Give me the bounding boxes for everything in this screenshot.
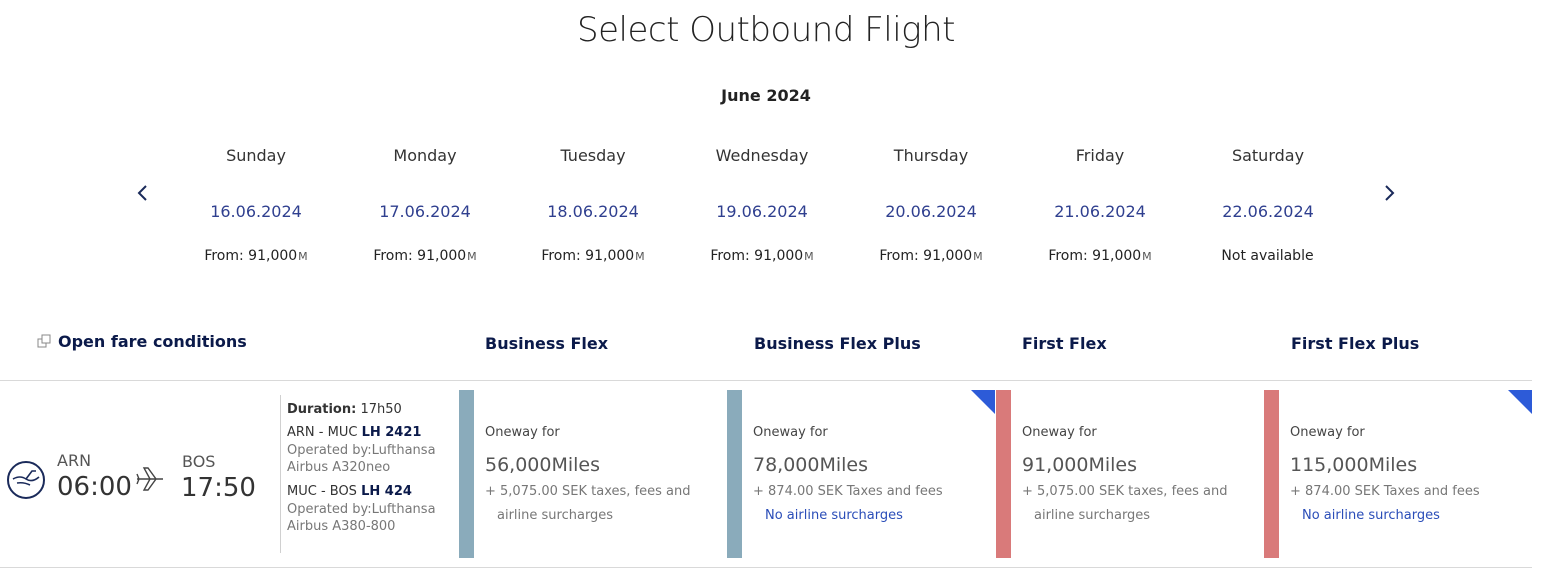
day-date: 17.06.2024	[379, 202, 471, 221]
fare-label: Oneway for	[753, 425, 828, 440]
fare-tax: + 5,075.00 SEK taxes, fees and	[1022, 484, 1228, 499]
fare-label: Oneway for	[1022, 425, 1097, 440]
day-date: 16.06.2024	[210, 202, 302, 221]
lufthansa-crane-logo	[7, 461, 45, 499]
day-name: Sunday	[226, 146, 286, 165]
open-fare-conditions-link[interactable]: Open fare conditions	[37, 332, 247, 351]
day-date: 21.06.2024	[1054, 202, 1146, 221]
fare-color-bar	[1264, 390, 1279, 558]
miles-symbol: M	[298, 250, 308, 263]
fare-option-first-flex-plus[interactable]: Oneway for 115,000Miles + 874.00 SEK Tax…	[1264, 390, 1532, 558]
day-price: From: 91,000M	[204, 248, 308, 264]
day-price: From: 91,000M	[710, 248, 814, 264]
day-price: From: 91,000M	[879, 248, 983, 264]
no-surcharges-link[interactable]: No airline surcharges	[1302, 508, 1440, 523]
open-fare-conditions-label: Open fare conditions	[58, 332, 247, 351]
miles-symbol: M	[635, 250, 645, 263]
fare-color-bar	[727, 390, 742, 558]
day-name: Monday	[393, 146, 457, 165]
day-name: Friday	[1075, 146, 1125, 165]
day-name: Saturday	[1231, 146, 1305, 165]
no-surcharges-link[interactable]: No airline surcharges	[765, 508, 903, 523]
day-saturday[interactable]: Saturday 22.06.2024 Not available	[1184, 144, 1352, 266]
fare-color-bar	[459, 390, 474, 558]
fare-miles: 78,000Miles	[753, 454, 869, 476]
fare-header-business-flex: Business Flex	[485, 334, 609, 353]
fare-surcharge: airline surcharges	[497, 508, 614, 523]
day-name: Thursday	[893, 146, 969, 165]
day-name: Tuesday	[560, 146, 626, 165]
leg-operator: Operated by:Lufthansa Airbus A380-800	[287, 502, 436, 534]
day-date: 18.06.2024	[547, 202, 639, 221]
corner-flag	[971, 390, 995, 414]
departure-time: 06:00	[57, 472, 132, 502]
month-label: June 2024	[721, 86, 811, 105]
chevron-right-icon	[1385, 185, 1395, 201]
fare-tax: + 874.00 SEK Taxes and fees	[1290, 484, 1480, 499]
fare-tax: + 5,075.00 SEK taxes, fees and	[485, 484, 691, 499]
day-price: From: 91,000M	[541, 248, 645, 264]
leg-operator: Operated by:Lufthansa Airbus A320neo	[287, 443, 436, 475]
fare-label: Oneway for	[1290, 425, 1365, 440]
miles-symbol: M	[804, 250, 814, 263]
fare-tax: + 874.00 SEK Taxes and fees	[753, 484, 943, 499]
origin-airport-code: ARN	[57, 451, 92, 470]
fare-color-bar	[996, 390, 1011, 558]
corner-flag	[1508, 390, 1532, 414]
day-sunday[interactable]: Sunday 16.06.2024 From: 91,000M	[172, 144, 340, 266]
day-thursday[interactable]: Thursday 20.06.2024 From: 91,000M	[847, 144, 1015, 266]
chevron-left-icon	[137, 185, 147, 201]
arrival-time: 17:50	[181, 473, 256, 503]
prev-week-button[interactable]	[131, 180, 155, 206]
fare-option-first-flex[interactable]: Oneway for 91,000Miles + 5,075.00 SEK ta…	[996, 390, 1264, 558]
day-monday[interactable]: Monday 17.06.2024 From: 91,000M	[341, 144, 509, 266]
destination-airport-code: BOS	[182, 452, 216, 471]
fare-miles: 56,000Miles	[485, 454, 601, 476]
fare-miles: 115,000Miles	[1290, 454, 1418, 476]
day-name: Wednesday	[715, 146, 809, 165]
fare-header-business-flex-plus: Business Flex Plus	[754, 334, 921, 353]
day-date: 19.06.2024	[716, 202, 808, 221]
divider	[0, 567, 1532, 568]
miles-symbol: M	[973, 250, 983, 263]
day-friday[interactable]: Friday 21.06.2024 From: 91,000M	[1016, 144, 1184, 266]
fare-label: Oneway for	[485, 425, 560, 440]
day-price: Not available	[1221, 248, 1314, 264]
flight-number: LH 2421	[361, 425, 422, 440]
next-week-button[interactable]	[1377, 180, 1401, 206]
fare-surcharge: airline surcharges	[1034, 508, 1151, 523]
day-date: 22.06.2024	[1222, 202, 1314, 221]
day-date: 20.06.2024	[885, 202, 977, 221]
flight-details: Duration: 17h50 ARN - MUC LH 2421 Operat…	[280, 395, 452, 553]
page-title: Select Outbound Flight	[577, 10, 955, 50]
miles-symbol: M	[467, 250, 477, 263]
divider	[0, 380, 1532, 381]
day-price: From: 91,000M	[373, 248, 477, 264]
day-price: From: 91,000M	[1048, 248, 1152, 264]
airplane-icon	[136, 467, 163, 491]
external-window-icon	[37, 334, 51, 348]
fare-header-first-flex: First Flex	[1022, 334, 1107, 353]
day-tuesday[interactable]: Tuesday 18.06.2024 From: 91,000M	[509, 144, 677, 266]
leg-route: ARN - MUC LH 2421	[287, 425, 422, 440]
fare-header-first-flex-plus: First Flex Plus	[1291, 334, 1420, 353]
duration: Duration: 17h50	[287, 402, 402, 417]
fare-option-business-flex-plus[interactable]: Oneway for 78,000Miles + 874.00 SEK Taxe…	[727, 390, 995, 558]
flight-number: LH 424	[361, 484, 412, 499]
fare-option-business-flex[interactable]: Oneway for 56,000Miles + 5,075.00 SEK ta…	[459, 390, 727, 558]
fare-miles: 91,000Miles	[1022, 454, 1138, 476]
miles-symbol: M	[1142, 250, 1152, 263]
day-wednesday[interactable]: Wednesday 19.06.2024 From: 91,000M	[678, 144, 846, 266]
leg-route: MUC - BOS LH 424	[287, 484, 412, 499]
